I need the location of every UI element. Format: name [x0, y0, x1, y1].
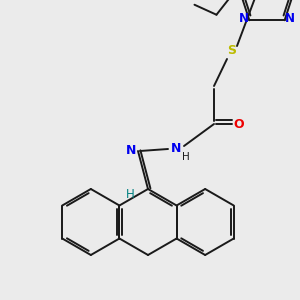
Text: N: N — [126, 145, 136, 158]
Text: H: H — [182, 152, 190, 162]
Text: O: O — [234, 118, 244, 130]
Text: N: N — [239, 12, 249, 25]
Text: N: N — [285, 12, 295, 25]
Text: S: S — [227, 44, 236, 58]
Text: H: H — [126, 188, 134, 200]
Text: N: N — [171, 142, 181, 155]
